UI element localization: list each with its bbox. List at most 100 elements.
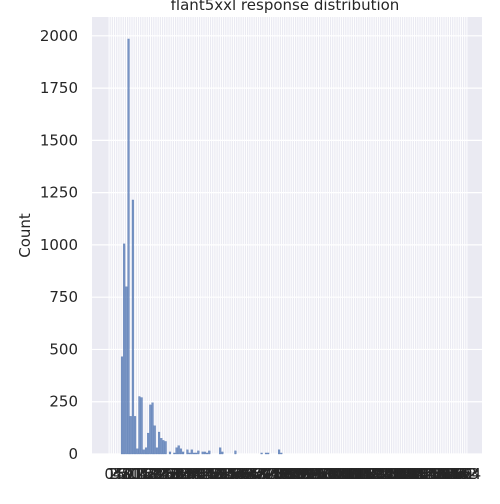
x-tick-label: 130 <box>378 465 407 483</box>
x-tick-label: 122 <box>361 465 390 483</box>
x-tick-label: 124 <box>365 465 394 483</box>
histogram-bar <box>221 451 224 455</box>
x-tick-label: 38 <box>182 465 201 483</box>
histogram-bar <box>144 447 148 455</box>
x-tick-label: 132 <box>383 465 412 483</box>
x-tick-label: 134 <box>387 465 416 483</box>
histogram-bar <box>142 449 145 455</box>
x-tick-label: 32 <box>169 465 188 483</box>
x-tick-label: 52 <box>213 465 232 483</box>
x-tick-label: 157 <box>437 465 466 483</box>
x-tick-label: 11 <box>124 465 143 483</box>
x-tick-label: 121 <box>359 465 388 483</box>
x-tick-label: 56 <box>222 465 241 483</box>
x-tick-label: 117 <box>350 465 379 483</box>
x-tick-label: 144 <box>409 465 438 483</box>
histogram-bar <box>280 452 283 455</box>
x-tick-label: 146 <box>413 465 442 483</box>
x-tick-label: 84 <box>283 465 302 483</box>
x-tick-label: 88 <box>292 465 311 483</box>
y-tick-labels: 0 250 500 750 1000 1250 1500 1750 2000 <box>40 27 78 463</box>
x-tick-label: 53 <box>215 465 234 483</box>
x-tick-label: 102 <box>317 465 346 483</box>
x-tick-label: 116 <box>348 465 377 483</box>
bars <box>120 38 283 455</box>
x-tick-label: 33 <box>172 465 191 483</box>
x-tick-label: 59 <box>228 465 247 483</box>
x-tick-label: 47 <box>202 465 221 483</box>
x-tick-label: 81 <box>276 465 295 483</box>
x-tick-label: 97 <box>311 465 330 483</box>
histogram-bar <box>149 404 152 455</box>
x-tick-label: 149 <box>420 465 449 483</box>
x-tick-label: 100 <box>313 465 342 483</box>
x-tick-label: 152 <box>426 465 455 483</box>
x-tick-label: 145 <box>411 465 440 483</box>
x-tick-label: 80 <box>274 465 293 483</box>
x-tick-label: 90 <box>296 465 315 483</box>
y-tick-label: 1500 <box>40 131 78 149</box>
x-tick-label: 19 <box>141 465 160 483</box>
x-tick-label: 75 <box>263 465 282 483</box>
x-tick-label: 66 <box>244 465 263 483</box>
histogram-bar <box>153 425 156 455</box>
x-tick-label: 128 <box>374 465 403 483</box>
y-tick-label: 500 <box>49 340 78 358</box>
x-tick-label: 113 <box>341 465 370 483</box>
x-tick-label: 141 <box>402 465 431 483</box>
histogram-bar <box>177 445 180 455</box>
x-tick-label: 95 <box>307 465 326 483</box>
x-tick-labels: 0123456789101112131415161718192021222324… <box>104 465 481 483</box>
x-tick-label: 24 <box>152 465 171 483</box>
x-tick-label: 87 <box>289 465 308 483</box>
x-tick-label: 89 <box>294 465 313 483</box>
histogram-bar <box>127 38 130 455</box>
histogram-bar <box>164 441 167 455</box>
histogram-bar <box>123 243 126 455</box>
x-tick-label: 150 <box>422 465 451 483</box>
x-tick-label: 107 <box>328 465 357 483</box>
x-tick-label: 55 <box>220 465 239 483</box>
x-tick-label: 159 <box>442 465 471 483</box>
histogram-bar <box>260 452 263 455</box>
x-tick-label: 129 <box>376 465 405 483</box>
x-tick-label: 31 <box>167 465 186 483</box>
x-tick-label: 126 <box>370 465 399 483</box>
x-tick-label: 21 <box>145 465 164 483</box>
x-tick-label: 14 <box>130 465 149 483</box>
x-tick-label: 137 <box>394 465 423 483</box>
x-tick-label: 160 <box>444 465 473 483</box>
x-tick-label: 18 <box>139 465 158 483</box>
histogram-bar <box>203 451 206 455</box>
x-tick-label: 108 <box>330 465 359 483</box>
histogram-bar <box>129 416 132 455</box>
x-tick-label: 2 <box>109 465 119 483</box>
x-tick-label: 15 <box>132 465 151 483</box>
x-tick-label: 163 <box>450 465 479 483</box>
x-tick-label: 140 <box>400 465 429 483</box>
x-tick-label: 4 <box>113 465 123 483</box>
x-tick-label: 148 <box>418 465 447 483</box>
x-tick-label: 13 <box>128 465 147 483</box>
histogram-bar <box>208 450 211 455</box>
x-tick-label: 34 <box>174 465 193 483</box>
y-tick-label: 2000 <box>40 27 78 45</box>
histogram-bar <box>120 356 124 455</box>
histogram-bar <box>155 447 158 455</box>
histogram-bar <box>136 448 139 455</box>
histogram-bar <box>162 440 165 455</box>
x-tick-label: 27 <box>158 465 177 483</box>
x-tick-label: 1 <box>106 465 116 483</box>
x-tick-label: 147 <box>415 465 444 483</box>
histogram-bar <box>195 452 198 455</box>
x-tick-label: 154 <box>431 465 460 483</box>
x-tick-label: 9 <box>124 465 134 483</box>
x-tick-label: 119 <box>354 465 383 483</box>
y-tick-label: 1750 <box>40 79 78 97</box>
x-tick-label: 109 <box>333 465 362 483</box>
x-tick-label: 138 <box>396 465 425 483</box>
x-tick-label: 104 <box>322 465 351 483</box>
histogram-bar <box>151 402 154 455</box>
histogram-bar <box>134 416 137 455</box>
histogram-bar <box>197 450 200 455</box>
